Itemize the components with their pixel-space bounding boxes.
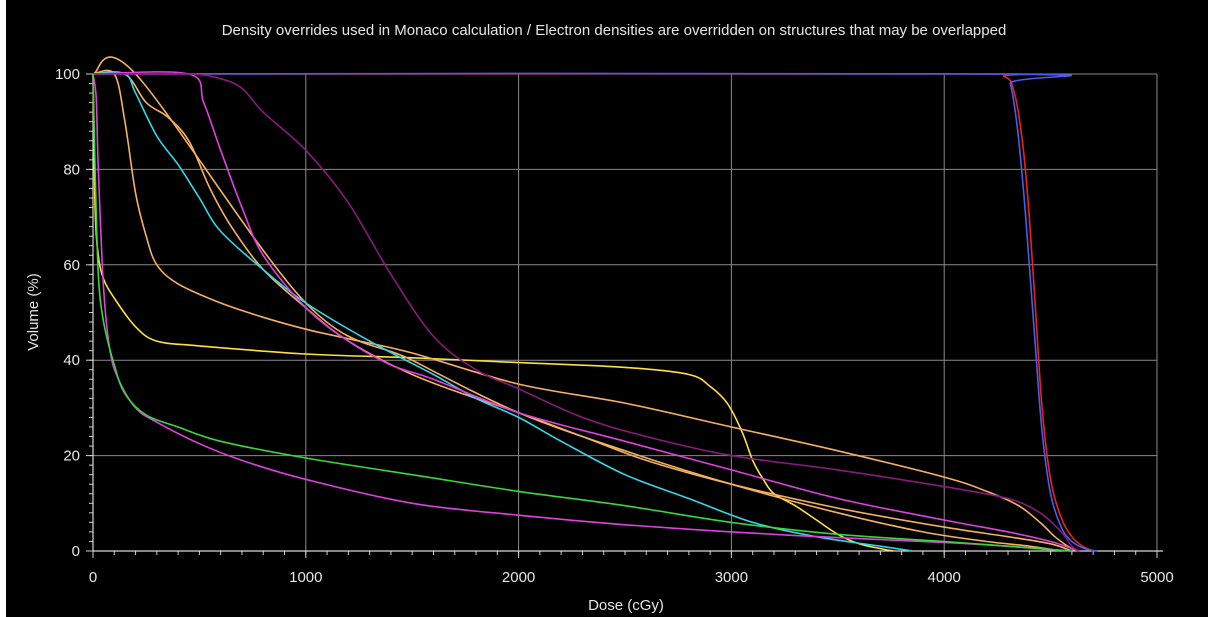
dvh-curve-7 [92, 71, 913, 552]
x-tick-label: 1000 [289, 569, 322, 586]
dvh-curve-6 [92, 56, 1062, 552]
chart-panel: Density overrides used in Monaco calcula… [6, 0, 1208, 617]
dvh-curve-2 [92, 72, 1098, 552]
dvh-curve-4 [92, 69, 1077, 552]
y-tick-labels: 0 20 40 60 80 100 [55, 66, 80, 560]
y-axis-label: Volume (%) [25, 273, 42, 351]
x-tick-label: 2000 [502, 569, 535, 586]
chart-title: Density overrides used in Monaco calcula… [222, 22, 1007, 39]
dvh-curve-8 [92, 71, 1081, 552]
dvh-curves [92, 56, 1098, 552]
y-tick-label: 20 [63, 448, 80, 465]
grid [93, 73, 1158, 551]
y-tick-label: 40 [63, 352, 80, 369]
y-tick-label: 0 [72, 543, 80, 560]
dvh-curve-5 [92, 71, 1073, 552]
x-tick-labels: 0 1000 2000 3000 4000 5000 [89, 569, 1174, 586]
minor-ticks [89, 73, 1158, 555]
x-tick-label: 4000 [928, 569, 961, 586]
y-tick-label: 80 [63, 161, 80, 178]
x-tick-label: 3000 [715, 569, 748, 586]
dvh-curve-1 [92, 73, 1094, 552]
x-axis-label: Dose (cGy) [588, 597, 664, 614]
dvh-curve-9 [92, 73, 1072, 552]
dvh-curve-11 [92, 73, 1072, 552]
x-tick-label: 5000 [1140, 569, 1173, 586]
dvh-curve-3 [92, 73, 894, 552]
y-tick-label: 60 [63, 257, 80, 274]
dvh-chart: Density overrides used in Monaco calcula… [25, 22, 1174, 614]
x-tick-label: 0 [89, 569, 97, 586]
dvh-curve-10 [92, 72, 1079, 552]
axes [86, 73, 1163, 558]
y-tick-label: 100 [55, 66, 80, 83]
